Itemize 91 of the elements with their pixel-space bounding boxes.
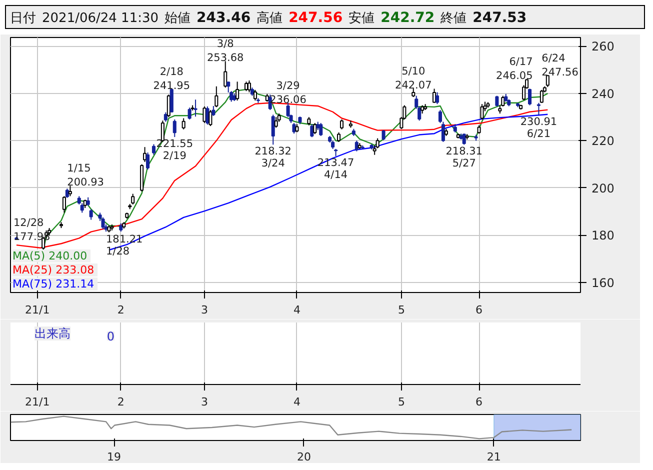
candlestick — [80, 202, 84, 214]
candlestick — [310, 124, 314, 138]
candlestick — [480, 104, 484, 120]
candlestick — [247, 80, 252, 93]
candlestick — [337, 132, 341, 142]
candlestick — [528, 88, 532, 106]
x-tick-label: 6 — [476, 304, 483, 316]
annotation: 2/18 241.95 — [153, 66, 190, 92]
text: 5 — [398, 396, 405, 408]
text: 247.53 — [472, 10, 527, 26]
candlestick — [441, 121, 445, 142]
candlestick — [182, 118, 186, 130]
text: 3 — [200, 396, 208, 408]
text: 終値 — [440, 11, 467, 26]
candlestick — [495, 95, 499, 107]
candlestick — [319, 122, 323, 136]
y-tick-label: 240 — [592, 86, 614, 101]
x-tick-label: 19 — [107, 450, 122, 464]
candlestick — [206, 106, 210, 126]
text: 出来高 — [34, 326, 70, 340]
candlestick — [65, 188, 69, 198]
y-tick-label: 260 — [592, 40, 614, 54]
x-tick-label: 20 — [296, 450, 311, 464]
candlestick — [230, 90, 234, 102]
candlestick — [194, 99, 198, 118]
candlestick — [68, 185, 72, 197]
text: MA(75) 231.14 — [12, 278, 94, 290]
candlestick — [546, 75, 550, 88]
candlestick — [340, 118, 344, 130]
annotation: 218.31 5/27 — [446, 146, 482, 170]
x-tick-label: 5 — [398, 304, 405, 316]
series-label: MA(5) 240.00 — [12, 250, 88, 262]
annotation: 218.32 3/24 — [254, 146, 292, 170]
text: 日付 — [10, 11, 36, 26]
candlestick — [224, 60, 228, 88]
annotation: 6/17 246.05 — [496, 56, 533, 82]
annotation: 6/24 247.56 — [542, 52, 579, 79]
candlestick — [89, 208, 93, 220]
text: 4 — [293, 396, 300, 408]
text: 安値 — [348, 11, 375, 26]
candlestick — [212, 105, 216, 116]
annotation: 3/8 253.68 — [207, 38, 244, 64]
candlestick — [101, 216, 105, 230]
candlestick — [253, 89, 257, 102]
candlestick — [354, 140, 358, 152]
text: 243.46 — [196, 10, 251, 26]
candlestick — [313, 122, 317, 135]
candlestick — [143, 146, 147, 162]
candlestick — [292, 122, 296, 134]
x-tick-label: 2 — [117, 304, 124, 316]
candlestick — [536, 102, 540, 116]
candlestick — [236, 81, 240, 102]
candlestick — [131, 193, 135, 205]
candlestick — [188, 107, 192, 120]
candlestick — [435, 92, 440, 105]
text: 21/1 — [25, 396, 50, 408]
x-tick-label: 21 — [486, 450, 501, 464]
candlestick — [271, 114, 275, 146]
candlestick — [208, 109, 212, 127]
candlestick — [462, 133, 466, 146]
candlestick — [172, 118, 176, 138]
y-tick-label: 220 — [592, 134, 614, 148]
candlestick — [146, 152, 150, 170]
candlestick — [214, 86, 218, 108]
candlestick — [164, 112, 168, 122]
candlestick — [62, 196, 66, 214]
x-tick-label: 3 — [200, 304, 208, 316]
text: 高値 — [256, 11, 283, 26]
candlestick — [438, 109, 442, 124]
annotation: 230.91 6/21 — [520, 116, 558, 140]
series-label: MA(25) 233.08 — [12, 264, 94, 276]
text: 0 — [106, 330, 115, 344]
candlestick — [382, 130, 386, 141]
text: 6 — [476, 396, 483, 408]
text: 247.56 — [288, 10, 343, 26]
y-tick-label: 200 — [592, 181, 614, 196]
x-tick-label: 21/1 — [25, 304, 50, 316]
candlestick — [432, 88, 436, 104]
text: 242.72 — [380, 10, 435, 26]
candlestick — [274, 116, 278, 128]
candlestick — [540, 89, 544, 104]
candlestick — [152, 144, 156, 156]
candlestick — [170, 88, 174, 113]
annotation: 5/10 242.07 — [395, 66, 432, 92]
text: 2021/06/24 11:30 — [42, 11, 159, 26]
y-tick-label: 180 — [592, 228, 614, 243]
y-tick-label: 160 — [592, 276, 614, 290]
x-tick-label: 4 — [293, 304, 300, 316]
text: 始値 — [164, 11, 191, 26]
text: 2 — [117, 396, 124, 408]
annotation: 1/15 200.93 — [67, 162, 104, 189]
